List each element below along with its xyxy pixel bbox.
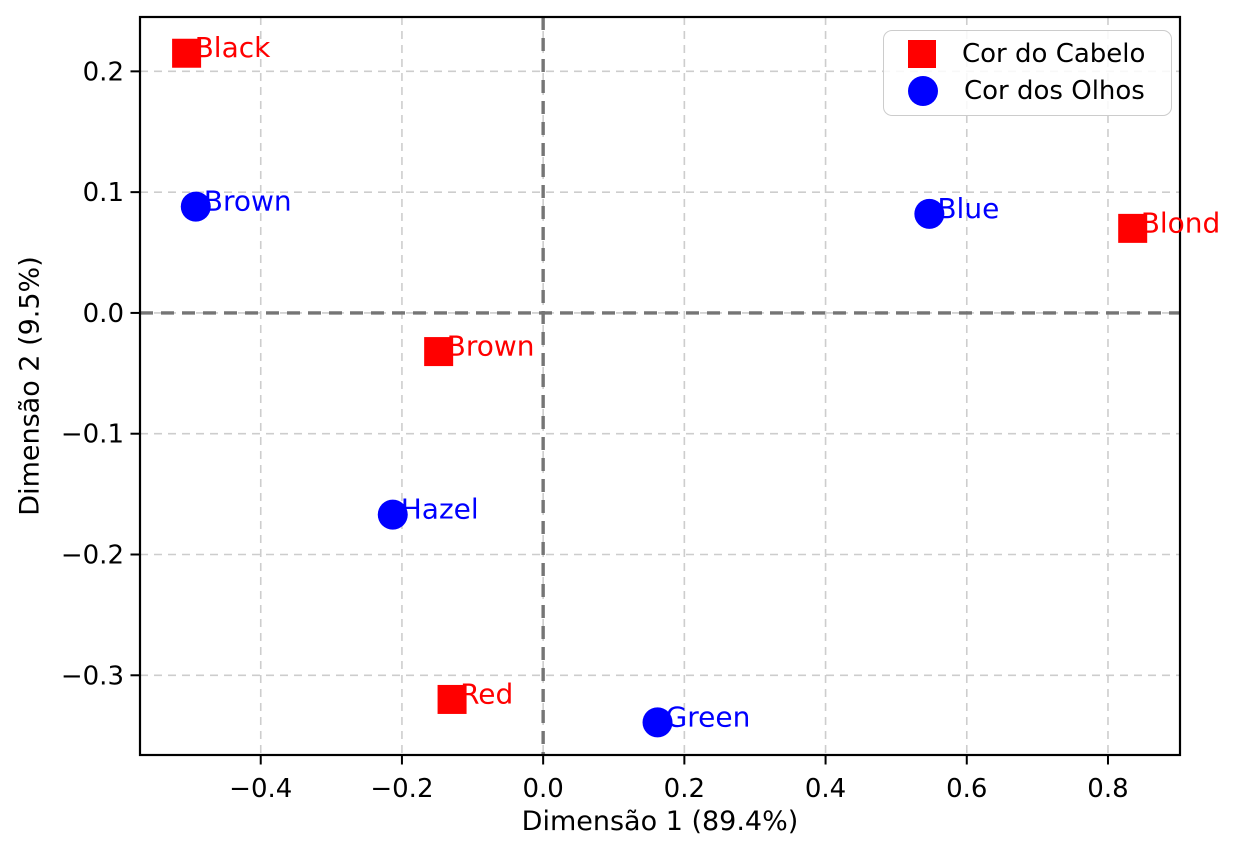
point-cor-do-cabelo-red <box>437 684 467 714</box>
point-cor-dos-olhos-green <box>642 707 673 738</box>
axes-spines <box>138 15 1182 757</box>
point-cor-dos-olhos-brown <box>180 191 211 222</box>
point-label-hazel: Hazel <box>401 493 479 526</box>
point-cor-do-cabelo-brown <box>424 337 454 367</box>
y-tick-label: 0.2 <box>83 57 124 87</box>
hair-square-marker-icon <box>908 39 936 68</box>
legend-item-eyes: Cor dos Olhos <box>884 76 1171 107</box>
point-label-green: Green <box>666 700 751 733</box>
x-tick-label: 0.4 <box>805 774 846 804</box>
x-tick-label: 0.8 <box>1087 774 1128 804</box>
point-label-black: Black <box>195 31 272 64</box>
point-label-blue: Blue <box>937 192 999 225</box>
x-tick-label: 0.0 <box>522 774 563 804</box>
x-tick-label: 0.6 <box>946 774 987 804</box>
legend-item-hair: Cor do Cabelo <box>884 38 1171 69</box>
x-axis-label: Dimensão 1 (89.4%) <box>521 806 799 837</box>
point-cor-do-cabelo-blond <box>1118 213 1148 243</box>
point-cor-dos-olhos-hazel <box>377 499 408 530</box>
point-cor-dos-olhos-blue <box>914 198 945 229</box>
point-cor-do-cabelo-black <box>172 38 202 68</box>
legend: Cor do Cabelo Cor dos Olhos <box>883 30 1172 116</box>
eyes-circle-marker-icon <box>908 76 938 107</box>
legend-label-eyes: Cor dos Olhos <box>964 76 1145 107</box>
y-axis-label: Dimensão 2 (9.5%) <box>14 256 46 516</box>
y-tick-label: −0.2 <box>61 540 124 570</box>
y-tick-label: 0.1 <box>83 178 124 208</box>
point-label-red: Red <box>460 677 513 710</box>
x-tick-label: −0.2 <box>370 774 433 804</box>
y-tick-label: −0.3 <box>61 661 124 691</box>
x-tick-label: −0.4 <box>229 774 292 804</box>
point-label-brown: Brown <box>204 185 292 218</box>
x-tick-label: 0.2 <box>664 774 705 804</box>
y-tick-label: 0.0 <box>83 299 124 329</box>
point-label-brown: Brown <box>447 330 535 363</box>
legend-label-hair: Cor do Cabelo <box>962 38 1146 69</box>
point-label-blond: Blond <box>1141 206 1221 239</box>
y-tick-label: −0.1 <box>61 420 124 450</box>
